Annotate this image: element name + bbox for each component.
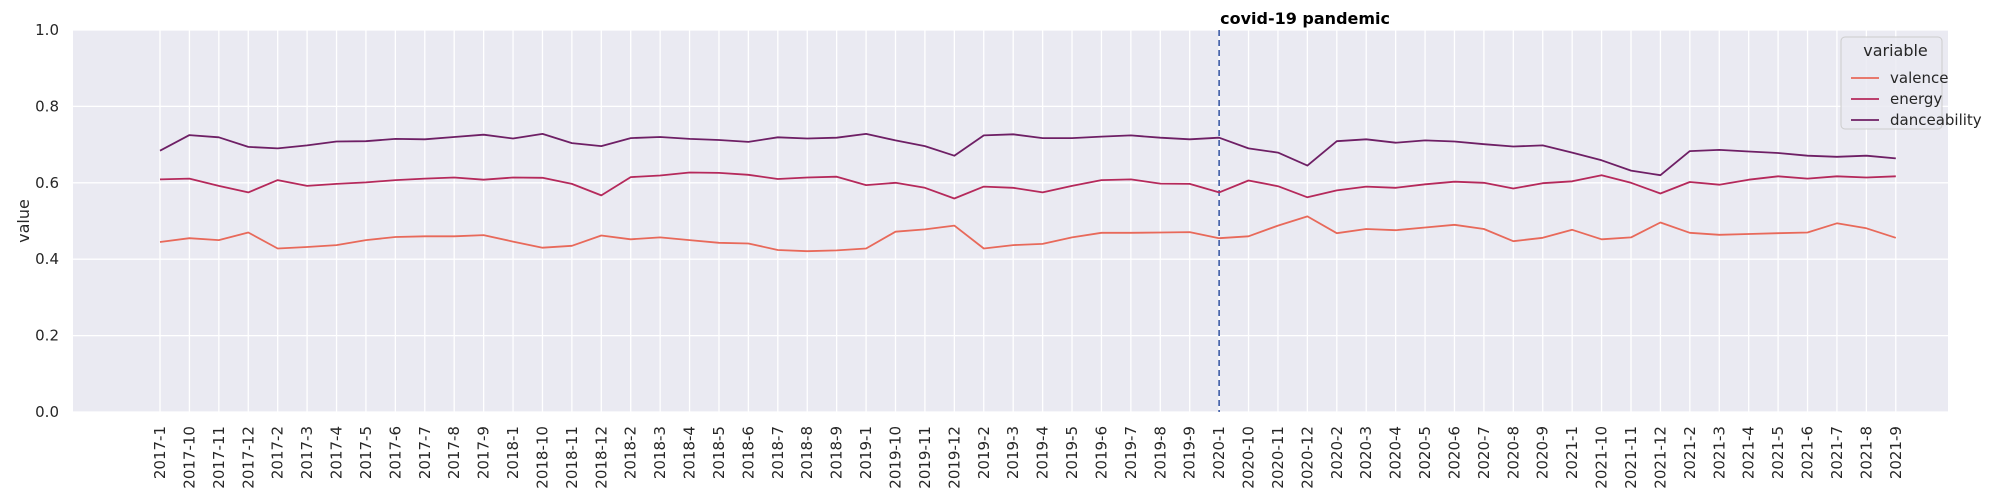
series-lines <box>159 132 1897 253</box>
x-axis-ticks: 2017-1 2017-10 2017-11 2017-12 2017-2 2017-3 2… <box>151 426 1905 489</box>
x-tick-label: 2017-9 <box>475 426 493 479</box>
x-tick-label: 2018-4 <box>681 426 699 479</box>
x-tick-label: 2019-12 <box>945 426 963 489</box>
x-tick-label: 2019-9 <box>1181 426 1199 479</box>
y-tick-label: 1.0 <box>35 21 59 39</box>
x-tick-label: 2017-2 <box>269 426 287 479</box>
x-tick-label: 2019-7 <box>1122 426 1140 479</box>
legend: variable valence energy danceability <box>1840 36 1982 130</box>
x-tick-label: 2018-11 <box>563 426 581 489</box>
x-tick-label: 2020-9 <box>1534 426 1552 479</box>
x-tick-label: 2020-3 <box>1357 426 1375 479</box>
x-tick-label: 2021-5 <box>1769 426 1787 479</box>
x-tick-label: 2020-6 <box>1445 426 1463 479</box>
x-tick-label: 2018-10 <box>533 426 551 489</box>
series-line-valence <box>159 215 1897 253</box>
x-tick-label: 2021-4 <box>1740 426 1758 479</box>
legend-label-danceability: danceability <box>1890 111 1982 129</box>
x-tick-label: 2021-11 <box>1622 426 1640 489</box>
x-tick-label: 2019-11 <box>916 426 934 489</box>
x-tick-label: 2017-4 <box>328 426 346 479</box>
x-tick-label: 2020-2 <box>1328 426 1346 479</box>
legend-label-valence: valence <box>1890 69 1948 87</box>
x-tick-label: 2017-6 <box>386 426 404 479</box>
x-tick-label: 2018-6 <box>739 426 757 479</box>
x-tick-label: 2019-5 <box>1063 426 1081 479</box>
x-tick-label: 2021-12 <box>1651 426 1669 489</box>
x-tick-label: 2017-7 <box>416 426 434 479</box>
x-tick-label: 2021-2 <box>1681 426 1699 479</box>
plot-area <box>73 30 1948 412</box>
y-tick-label: 0.0 <box>35 403 59 421</box>
x-tick-label: 2020-5 <box>1416 426 1434 479</box>
y-tick-label: 0.2 <box>35 327 59 345</box>
x-tick-label: 2020-8 <box>1504 426 1522 479</box>
legend-items: valence energy danceability <box>1851 69 1982 129</box>
x-tick-label: 2017-11 <box>210 426 228 489</box>
x-tick-label: 2017-1 <box>151 426 169 479</box>
x-tick-label: 2021-1 <box>1563 426 1581 479</box>
x-tick-label: 2018-9 <box>828 426 846 479</box>
x-tick-label: 2021-3 <box>1710 426 1728 479</box>
x-tick-label: 2017-12 <box>239 426 257 489</box>
x-tick-label: 2020-7 <box>1475 426 1493 479</box>
x-tick-label: 2019-2 <box>975 426 993 479</box>
x-tick-label: 2020-10 <box>1240 426 1258 489</box>
series-line-danceability <box>159 132 1896 177</box>
x-tick-label: 2017-10 <box>180 426 198 489</box>
legend-title: variable <box>1863 41 1928 60</box>
x-tick-label: 2019-3 <box>1004 426 1022 479</box>
x-tick-label: 2021-9 <box>1887 426 1905 479</box>
x-tick-label: 2018-3 <box>651 426 669 479</box>
y-tick-label: 0.8 <box>35 97 59 115</box>
pandemic-annotation-label: covid-19 pandemic <box>1220 9 1390 28</box>
x-tick-label: 2017-8 <box>445 426 463 479</box>
y-axis-label: value <box>14 199 33 243</box>
x-tick-label: 2020-11 <box>1269 426 1287 489</box>
x-tick-label: 2018-12 <box>592 426 610 489</box>
legend-label-energy: energy <box>1890 90 1942 108</box>
x-tick-label: 2021-6 <box>1799 426 1817 479</box>
x-tick-label: 2017-5 <box>357 426 375 479</box>
x-tick-label: 2021-10 <box>1593 426 1611 489</box>
x-tick-label: 2017-3 <box>298 426 316 479</box>
y-tick-label: 0.4 <box>35 250 59 268</box>
x-tick-label: 2021-7 <box>1828 426 1846 479</box>
x-tick-label: 2020-4 <box>1387 426 1405 479</box>
y-axis-ticks: 0.0 0.2 0.4 0.6 0.8 1.0 <box>35 21 59 421</box>
x-tick-label: 2021-8 <box>1857 426 1875 479</box>
x-tick-label: 2019-4 <box>1034 426 1052 479</box>
x-tick-label: 2019-1 <box>857 426 875 479</box>
x-tick-label: 2019-6 <box>1092 426 1110 479</box>
legend-box <box>1840 36 1943 130</box>
x-tick-label: 2020-12 <box>1298 426 1316 489</box>
grid <box>73 29 1948 413</box>
series-line-energy <box>159 171 1896 200</box>
x-tick-label: 2018-7 <box>769 426 787 479</box>
x-tick-label: 2018-2 <box>622 426 640 479</box>
y-tick-label: 0.6 <box>35 174 59 192</box>
x-tick-label: 2018-1 <box>504 426 522 479</box>
x-tick-label: 2019-10 <box>887 426 905 489</box>
x-tick-label: 2018-5 <box>710 426 728 479</box>
x-tick-label: 2019-8 <box>1151 426 1169 479</box>
x-tick-label: 2020-1 <box>1210 426 1228 479</box>
x-tick-label: 2018-8 <box>798 426 816 479</box>
